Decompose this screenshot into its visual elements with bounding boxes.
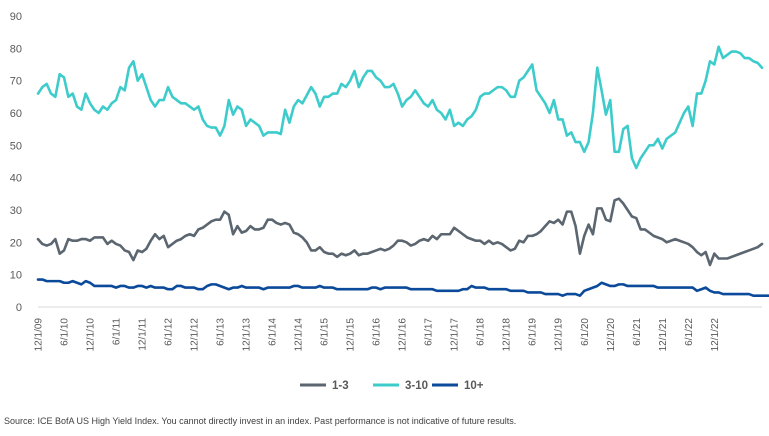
x-tick-label: 6/1/12 bbox=[164, 318, 175, 346]
x-tick-label: 6/1/19 bbox=[528, 318, 539, 346]
x-tick-label: 6/1/17 bbox=[424, 318, 435, 346]
series-line-0 bbox=[36, 197, 764, 267]
x-tick-label: 12/1/17 bbox=[450, 318, 461, 352]
x-tick-label: 6/1/18 bbox=[476, 318, 487, 346]
x-tick-label: 6/1/20 bbox=[580, 318, 591, 346]
x-tick-label: 6/1/14 bbox=[268, 318, 279, 346]
x-tick-label: 6/1/11 bbox=[112, 318, 123, 345]
x-tick-label: 12/1/19 bbox=[554, 318, 565, 352]
x-tick-label: 12/1/20 bbox=[606, 318, 617, 352]
x-tick-label: 12/1/11 bbox=[138, 318, 149, 351]
series-line-2 bbox=[36, 278, 769, 297]
y-tick-label: 60 bbox=[10, 108, 22, 120]
y-tick-label: 30 bbox=[10, 205, 22, 217]
y-tick-label: 10 bbox=[10, 270, 22, 282]
y-tick-label: 0 bbox=[16, 302, 22, 314]
x-tick-label: 6/1/21 bbox=[632, 318, 643, 346]
source-note: Source: ICE BofA US High Yield Index. Yo… bbox=[4, 416, 517, 426]
x-tick-label: 12/1/09 bbox=[34, 318, 45, 352]
x-tick-label: 6/1/10 bbox=[60, 318, 71, 346]
y-tick-label: 80 bbox=[10, 43, 22, 55]
legend: 1-3 3-10 10+ bbox=[300, 380, 484, 392]
x-tick-label: 12/1/22 bbox=[710, 318, 721, 352]
y-axis: 0 10 20 30 40 50 60 70 80 90 bbox=[10, 11, 22, 314]
legend-label-1: 3-10 bbox=[405, 380, 428, 392]
series-layer bbox=[36, 45, 769, 297]
x-tick-label: 12/1/14 bbox=[294, 318, 305, 352]
x-tick-label: 12/1/13 bbox=[242, 318, 253, 352]
x-tick-label: 6/1/16 bbox=[372, 318, 383, 346]
x-tick-label: 12/1/21 bbox=[658, 318, 669, 352]
x-tick-label: 12/1/15 bbox=[346, 318, 357, 352]
y-tick-label: 20 bbox=[10, 237, 22, 249]
legend-label-0: 1-3 bbox=[332, 380, 349, 392]
x-tick-label: 6/1/22 bbox=[684, 318, 695, 346]
series-line-1 bbox=[36, 45, 764, 170]
y-tick-label: 40 bbox=[10, 173, 22, 185]
x-tick-label: 6/1/13 bbox=[216, 318, 227, 346]
y-tick-label: 90 bbox=[10, 11, 22, 23]
x-tick-label: 12/1/10 bbox=[86, 318, 97, 352]
x-axis: 12/1/09 6/1/10 12/1/10 6/1/11 12/1/11 6/1/12 1… bbox=[34, 318, 721, 352]
y-tick-label: 50 bbox=[10, 140, 22, 152]
legend-label-2: 10+ bbox=[464, 380, 484, 392]
x-tick-label: 12/1/18 bbox=[502, 318, 513, 352]
y-tick-label: 70 bbox=[10, 76, 22, 88]
x-tick-label: 6/1/15 bbox=[320, 318, 331, 346]
x-tick-label: 12/1/16 bbox=[398, 318, 409, 352]
x-tick-label: 12/1/12 bbox=[190, 318, 201, 352]
